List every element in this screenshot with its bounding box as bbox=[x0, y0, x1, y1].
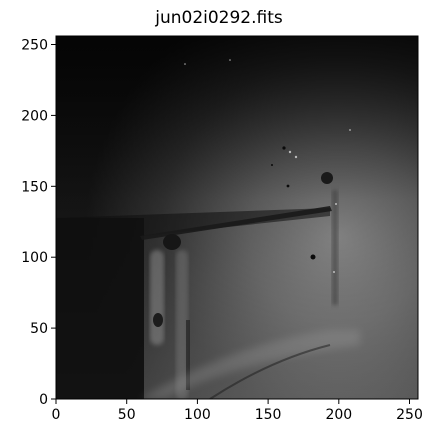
x-tick-label: 150 bbox=[255, 407, 282, 423]
y-tick-label: 150 bbox=[21, 179, 48, 195]
axes-frame bbox=[55, 35, 419, 400]
fits-image bbox=[56, 36, 418, 399]
y-tick-label: 100 bbox=[21, 250, 48, 266]
x-tick-label: 100 bbox=[184, 407, 211, 423]
y-tick-label: 250 bbox=[21, 38, 48, 54]
x-axis: 0 50 100 150 200 250 bbox=[52, 399, 423, 423]
y-tick-label: 200 bbox=[21, 108, 48, 124]
y-tick-label: 50 bbox=[30, 321, 48, 337]
image-title: jun02i0292.fits bbox=[155, 8, 283, 28]
x-tick-label: 0 bbox=[52, 407, 61, 423]
x-tick-label: 200 bbox=[325, 407, 352, 423]
y-tick-label: 0 bbox=[39, 392, 48, 408]
y-axis: 0 50 100 150 200 250 bbox=[21, 38, 56, 408]
x-tick-label: 50 bbox=[118, 407, 136, 423]
x-tick-label: 250 bbox=[396, 407, 423, 423]
